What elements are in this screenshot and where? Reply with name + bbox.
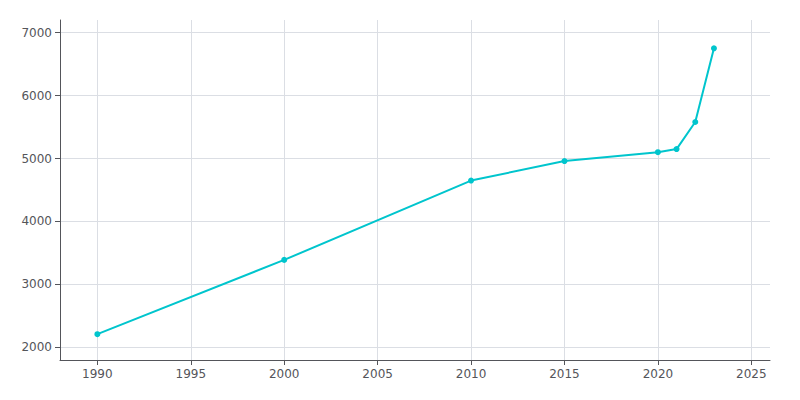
svg-text:2000: 2000 — [269, 367, 300, 381]
svg-text:2005: 2005 — [362, 367, 393, 381]
svg-text:7000: 7000 — [21, 26, 52, 40]
svg-text:2015: 2015 — [549, 367, 580, 381]
svg-text:1990: 1990 — [82, 367, 113, 381]
svg-text:5000: 5000 — [21, 152, 52, 166]
svg-text:1995: 1995 — [176, 367, 207, 381]
svg-text:2020: 2020 — [643, 367, 674, 381]
svg-text:6000: 6000 — [21, 89, 52, 103]
svg-text:2025: 2025 — [736, 367, 767, 381]
svg-text:4000: 4000 — [21, 214, 52, 228]
svg-text:2000: 2000 — [21, 340, 52, 354]
svg-text:2010: 2010 — [456, 367, 487, 381]
svg-text:3000: 3000 — [21, 277, 52, 291]
